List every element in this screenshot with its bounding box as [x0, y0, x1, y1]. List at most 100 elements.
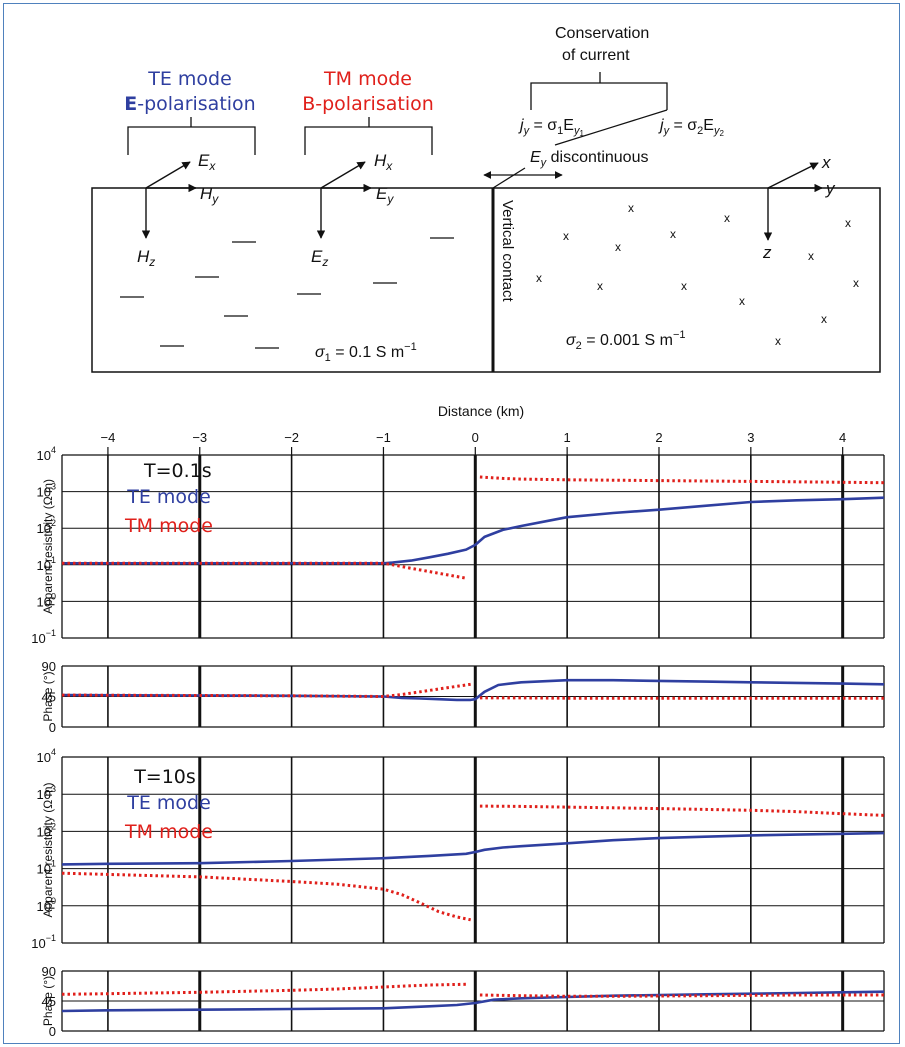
tm-mode-curve	[61, 682, 471, 698]
resistivity-tick-label: 102	[37, 518, 56, 536]
resistivity-tick-label: 100	[37, 896, 56, 914]
distance-tick-label: 4	[839, 430, 846, 445]
te-mode-curve	[61, 831, 885, 866]
tm-field-axes: Hx Ey Ez	[311, 151, 394, 269]
phase-axis-title: Phase (°)	[41, 976, 55, 1026]
sigma2-label: σ2 = 0.001 S m−1	[566, 329, 686, 352]
te-legend-top: TE mode	[126, 486, 211, 508]
resistivity-tick-label: 10−1	[31, 628, 56, 646]
tm-mode-curve	[479, 475, 885, 485]
phase-tick-label: 45	[42, 994, 56, 1009]
conservation-label-line1: Conservation	[555, 25, 649, 42]
resistivity-axis-title: Apparent resistivity (Ω m)	[41, 782, 55, 917]
distance-tick-label: −4	[101, 430, 116, 445]
distance-tick-label: −2	[284, 430, 299, 445]
current-link-line	[554, 109, 668, 146]
ey-discontinuous-label: Ey discontinuous	[530, 149, 648, 169]
sigma1-label: σ1 = 0.1 S m−1	[315, 341, 417, 364]
conservation-label-line2: of current	[562, 47, 630, 64]
te-bracket	[127, 117, 256, 155]
period-label-top: T=0.1s	[143, 460, 212, 482]
current-equation-right: jy = σ2Ey2	[658, 117, 724, 138]
period-label-bottom: T=10s	[133, 766, 196, 788]
phase-tick-label: 0	[49, 720, 56, 735]
te-polarisation-rest: -polarisation	[137, 93, 256, 115]
resistivity-tick-label: 104	[37, 445, 56, 463]
current-equation-left: jy = σ1Ey1	[518, 117, 584, 138]
tm-legend-top: TM mode	[124, 515, 213, 537]
te-polarisation-bold-e: E	[124, 93, 137, 115]
schematic-diagram: TE mode E-polarisation TM mode B-polaris…	[91, 25, 881, 373]
distance-axis-title: Distance (km)	[438, 403, 524, 419]
resistivity-panel: 104 103 102 101 100 10−1 Apparent resistivity …	[31, 747, 885, 951]
resistivity-tick-label: 102	[37, 821, 56, 839]
distance-tick-label: 3	[747, 430, 754, 445]
resistivity-tick-label: 103	[37, 482, 56, 500]
te-legend-bottom: TE mode	[126, 792, 211, 814]
distance-tick-label: 0	[472, 430, 479, 445]
cross-mark: x	[597, 279, 603, 293]
discontinuity-pointer	[492, 167, 526, 189]
resistivity-tick-label: 104	[37, 747, 56, 765]
tm-polarisation-label: B-polarisation	[302, 93, 434, 115]
cross-mark: x	[821, 312, 827, 326]
phase-tick-label: 90	[42, 964, 56, 979]
resistivity-panel: 104 103 102 101 100 10−1 Apparent resistivity …	[31, 445, 885, 646]
distance-tick-label: 1	[564, 430, 571, 445]
tm-mode-curve	[61, 982, 467, 996]
tm-mode-title: TM mode	[323, 68, 412, 90]
cross-mark: x	[681, 279, 687, 293]
ey-label: Ey	[376, 184, 394, 206]
distance-tick-label: 2	[655, 430, 662, 445]
hx-label: Hx	[374, 151, 393, 173]
cross-mark: x	[724, 211, 730, 225]
distance-tick-labels: −4 −3 −2 −1 0 1 2 3 4	[101, 430, 846, 455]
cross-mark: x	[853, 276, 859, 290]
tm-mode-curve	[61, 871, 471, 922]
hy-label: Hy	[200, 184, 219, 206]
coordinate-axes: x y z	[762, 153, 836, 262]
te-mode-title: TE mode	[147, 68, 232, 90]
te-mode-curve	[61, 678, 885, 702]
x-axis-label: x	[821, 153, 831, 172]
cross-mark: x	[563, 229, 569, 243]
cross-mark: x	[670, 227, 676, 241]
phase-tick-label: 90	[42, 659, 56, 674]
figure-frame	[3, 3, 900, 1044]
resistivity-tick-label: 100	[37, 591, 56, 609]
distance-tick-label: −1	[376, 430, 391, 445]
tm-mode-curve	[479, 804, 885, 817]
resistor-crosses: x x x x x x x x x x x x x x	[536, 201, 859, 348]
phase-tick-label: 45	[42, 690, 56, 705]
distance-tick-label: −3	[192, 430, 207, 445]
resistivity-tick-label: 101	[37, 555, 56, 573]
y-axis-label: y	[825, 179, 836, 198]
z-axis-label: z	[762, 243, 772, 262]
vertical-contact-label: Vertical contact	[499, 200, 516, 303]
resistivity-tick-label: 101	[37, 859, 56, 877]
te-mode-curve	[61, 990, 885, 1013]
tm-mode-curve	[62, 561, 467, 580]
resistivity-tick-label: 10−1	[31, 933, 56, 951]
cross-mark: x	[536, 271, 542, 285]
ex-label: Ex	[198, 151, 216, 173]
cross-mark: x	[775, 334, 781, 348]
tm-legend-bottom: TM mode	[124, 821, 213, 843]
te-field-axes: Ex Hy Hz	[137, 151, 219, 269]
phase-axis-title: Phase (°)	[41, 671, 55, 721]
te-polarisation-label: E-polarisation	[124, 93, 255, 115]
hz-label: Hz	[137, 247, 155, 269]
cross-mark: x	[808, 249, 814, 263]
chart-panels: 104 103 102 101 100 10−1 Apparent resistivity …	[31, 445, 885, 1039]
cross-mark: x	[845, 216, 851, 230]
conservation-bracket	[530, 72, 668, 110]
phase-tick-label: 0	[49, 1024, 56, 1039]
resistivity-axis-title: Apparent resistivity (Ω m)	[41, 479, 55, 614]
earth-model-box	[91, 187, 881, 373]
cross-mark: x	[739, 294, 745, 308]
ez-label: Ez	[311, 247, 328, 269]
cross-mark: x	[628, 201, 634, 215]
resistivity-tick-label: 103	[37, 784, 56, 802]
